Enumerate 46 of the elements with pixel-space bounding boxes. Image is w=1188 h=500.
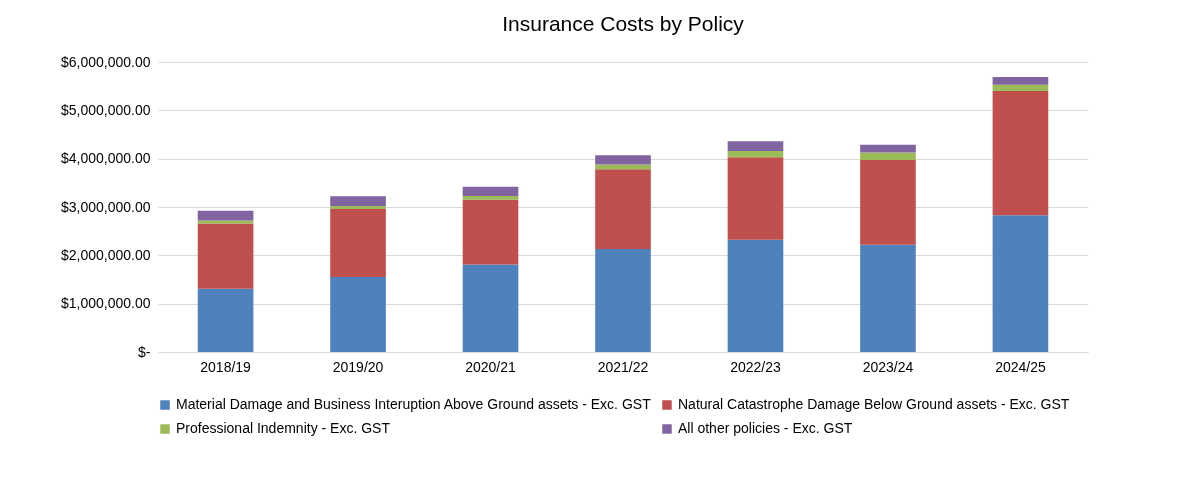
bar <box>992 91 1049 216</box>
bar <box>860 152 916 161</box>
x-tick-label: 2021/22 <box>597 358 649 375</box>
bar <box>860 244 916 352</box>
bar <box>595 249 651 352</box>
bar <box>595 169 651 250</box>
bar <box>330 196 386 207</box>
y-tick-label: $2,000,000.00 <box>60 246 151 263</box>
y-tick-label: $1,000,000.00 <box>60 295 151 312</box>
y-tick-label: $5,000,000.00 <box>60 101 151 118</box>
y-tick-label: $4,000,000.00 <box>60 150 151 167</box>
bar <box>727 141 784 151</box>
bar <box>860 160 916 245</box>
legend-label: Professional Indemnity - Exc. GST <box>176 420 391 436</box>
bar <box>330 277 386 352</box>
y-tick-label: $- <box>138 343 151 360</box>
bar <box>727 150 784 158</box>
bar <box>595 155 651 165</box>
bar <box>727 239 784 352</box>
x-tick-label: 2019/20 <box>332 358 384 375</box>
bar <box>462 264 519 352</box>
bar <box>992 84 1049 91</box>
bar <box>197 288 254 352</box>
legend-label: All other policies - Exc. GST <box>678 420 853 436</box>
bar <box>992 76 1049 85</box>
x-tick-label: 2020/21 <box>465 358 517 375</box>
bar <box>197 210 254 221</box>
bar <box>330 206 386 209</box>
y-tick-label: $6,000,000.00 <box>60 53 151 70</box>
bar <box>462 195 519 200</box>
x-tick-label: 2022/23 <box>730 358 781 375</box>
x-tick-label: 2018/19 <box>200 358 252 375</box>
bar <box>197 223 254 289</box>
x-tick-label: 2024/25 <box>995 358 1046 375</box>
bar <box>727 157 784 240</box>
bar <box>992 215 1049 352</box>
bar <box>462 186 519 196</box>
legend-label: Natural Catastrophe Damage Below Ground assets - Exc. GST <box>678 396 1070 412</box>
bar <box>595 164 651 170</box>
bar <box>462 199 519 265</box>
legend-label: Material Damage and Business Interuption Above Ground assets - Exc. GST <box>176 396 652 412</box>
x-tick-label: 2023/24 <box>862 358 914 375</box>
bar <box>860 144 916 153</box>
y-tick-label: $3,000,000.00 <box>60 198 151 215</box>
chart-title: Insurance Costs by Policy <box>502 12 745 35</box>
bar <box>330 208 386 278</box>
